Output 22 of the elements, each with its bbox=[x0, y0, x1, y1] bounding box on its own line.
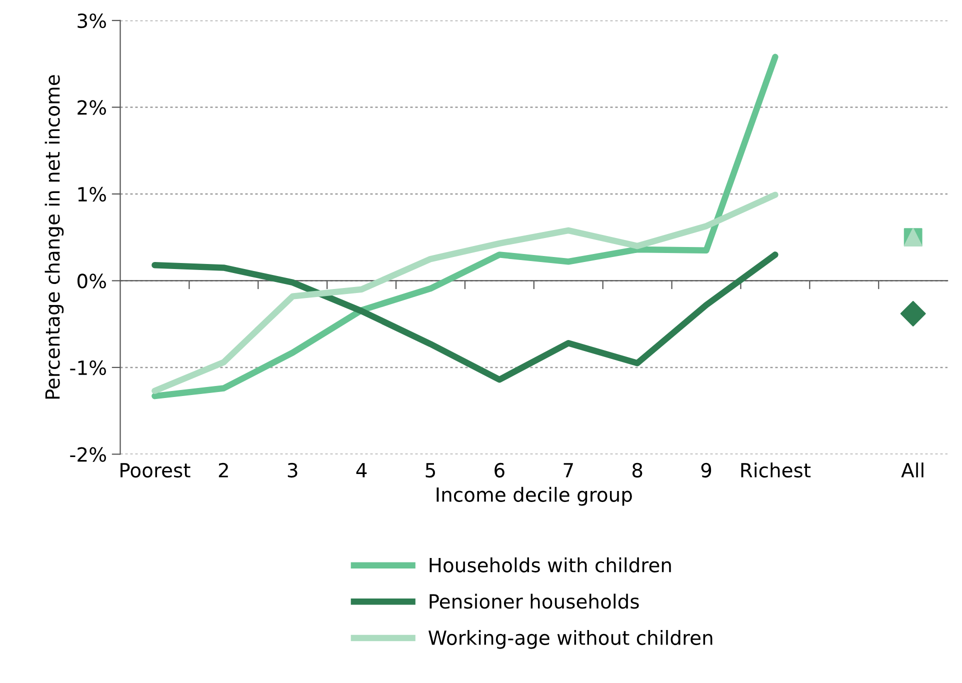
legend-label: Working-age without children bbox=[428, 630, 712, 649]
x-tick-label: 5 bbox=[426, 463, 435, 478]
x-tick-label: 6 bbox=[494, 462, 504, 478]
y-tick-label: 2% bbox=[78, 100, 106, 115]
x-tick-label: Richest bbox=[741, 462, 811, 478]
x-tick-label: Poorest bbox=[120, 463, 190, 478]
y-tick-label: -1% bbox=[70, 360, 106, 376]
y-tick-label: -2% bbox=[70, 447, 106, 462]
y-axis-title: Percentage change in net income bbox=[44, 75, 64, 399]
x-tick-label: 3 bbox=[288, 462, 298, 478]
x-axis-title: Income decile group bbox=[436, 486, 632, 506]
y-tick-label: 3% bbox=[78, 13, 106, 28]
x-tick-label: 7 bbox=[564, 463, 573, 478]
x-tick-label: All bbox=[901, 462, 924, 478]
y-tick-label: 0% bbox=[77, 274, 106, 288]
x-tick-label: 9 bbox=[701, 462, 712, 478]
legend-label: Households with children bbox=[430, 557, 671, 572]
x-tick-label: 4 bbox=[356, 463, 367, 478]
x-tick-label: 8 bbox=[632, 462, 642, 478]
y-tick-label: 1% bbox=[78, 186, 106, 202]
x-tick-label: 2 bbox=[218, 462, 228, 478]
legend-label: Pensioner households bbox=[430, 594, 639, 609]
